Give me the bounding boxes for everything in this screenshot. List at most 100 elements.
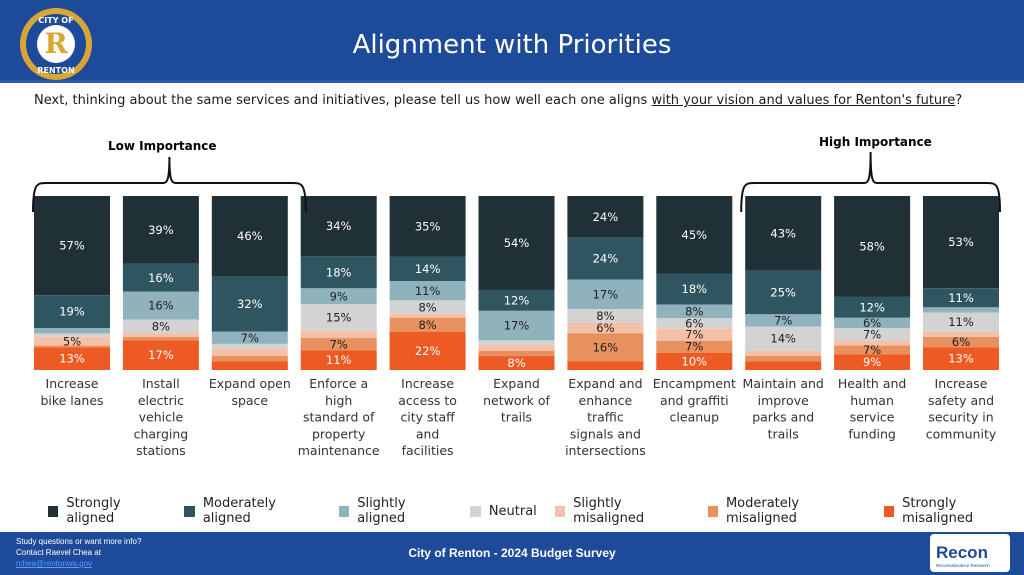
category-label-line: stations	[136, 443, 186, 458]
data-label: 10%	[682, 354, 708, 368]
category-label-line: space	[231, 393, 268, 408]
category-label: Increase safety and security in community	[926, 376, 997, 441]
data-label: 46%	[237, 229, 263, 243]
page-title: Alignment with Priorities	[352, 30, 672, 60]
legend-item: Slightly misaligned	[554, 496, 690, 526]
data-label: 6%	[596, 321, 614, 335]
bar-segment	[656, 304, 733, 319]
bar-segment	[745, 361, 822, 370]
data-label: 15%	[326, 311, 352, 325]
bar-segment	[923, 196, 999, 289]
bar-segment	[656, 352, 733, 370]
data-label: 53%	[948, 235, 974, 249]
category-label-line: funding	[848, 426, 896, 441]
category-label-line: Expand	[493, 376, 540, 391]
category-label-line: charging	[134, 426, 189, 441]
category-label-line: service	[850, 410, 895, 425]
category-label-line: parks and	[752, 410, 814, 425]
category-label: Expand and enhance traffic signals and inter…	[565, 376, 646, 458]
legend-label: Strongly misaligned	[902, 496, 974, 526]
bar-segment	[211, 196, 288, 277]
bar-segment	[300, 256, 377, 289]
category-label-line: signals and	[570, 426, 641, 441]
bar-segment	[745, 326, 822, 351]
data-label: 12%	[504, 293, 530, 307]
bar-segment	[656, 318, 733, 329]
legend-item: Strongly misaligned	[883, 496, 1024, 526]
legend-item: Neutral	[469, 496, 537, 526]
high-importance-label: High Importance	[819, 135, 932, 149]
bar-segment	[478, 345, 555, 351]
logo-top-text: CITY OF	[38, 16, 73, 25]
category-label-line: maintenance	[298, 443, 380, 458]
data-label: 35%	[415, 219, 441, 233]
data-label: 7%	[863, 343, 881, 357]
category-label-line: and graffiti	[660, 393, 729, 408]
data-label: 24%	[593, 210, 619, 224]
footer-email-link[interactable]: rchea@rentonwa.gov	[16, 559, 93, 568]
category-label-line: electric	[138, 393, 184, 408]
data-label: 5%	[63, 334, 81, 348]
bar-segment	[656, 196, 733, 274]
legend-swatch	[469, 505, 481, 517]
bar-segment	[834, 345, 911, 355]
data-label: 54%	[504, 236, 530, 250]
data-label: 45%	[682, 228, 708, 242]
data-label: 14%	[770, 332, 796, 346]
category-label-line: access to	[398, 393, 457, 408]
category-label-line: security in	[928, 410, 993, 425]
header-bar: R CITY OF RENTON Alignment with Prioriti…	[0, 0, 1024, 83]
bar-segment	[656, 340, 733, 353]
legend-swatch	[184, 505, 195, 517]
legend-label: Moderately aligned	[202, 496, 276, 526]
data-label: 25%	[770, 286, 796, 300]
data-label: 7%	[241, 331, 259, 345]
bar-segment	[745, 196, 822, 271]
legend-swatch	[707, 505, 718, 517]
bar-segment	[389, 317, 466, 332]
footer-line-1: Study questions or want more info?	[16, 537, 142, 546]
category-label-line: network of	[483, 393, 550, 408]
data-label: 39%	[148, 223, 174, 237]
data-label: 13%	[59, 352, 85, 366]
bar-segment	[211, 356, 288, 362]
category-label-line: Encampment	[653, 376, 736, 391]
category-label-line: Increase	[401, 376, 454, 391]
bar-segment	[923, 347, 999, 370]
category-label-line: intersections	[565, 443, 646, 458]
bar-segment	[478, 350, 555, 357]
bar-segment	[122, 333, 199, 337]
category-label-line: vehicle	[139, 410, 184, 425]
bar-segment	[567, 279, 644, 310]
bar-segment	[478, 340, 555, 346]
legend-label: Slightly misaligned	[573, 496, 645, 526]
bar-segment	[389, 196, 466, 257]
bar-segment	[478, 196, 555, 290]
logo-letter: R	[44, 27, 68, 60]
bar-segment	[34, 196, 110, 296]
legend-swatch	[883, 505, 895, 517]
bar-segment	[389, 281, 466, 301]
bar-segment	[834, 296, 911, 318]
bar-segment	[478, 289, 555, 311]
category-label: Increase bike lanes	[40, 376, 103, 408]
category-label-line: Health and	[838, 376, 907, 391]
data-label: 17%	[504, 319, 530, 333]
bar-segment	[300, 330, 377, 339]
bar-segment	[34, 333, 110, 337]
bar-segment	[211, 343, 288, 350]
category-label-line: standard of	[303, 410, 375, 425]
legend-item: Moderately misaligned	[707, 496, 866, 526]
bar-segment	[300, 304, 377, 331]
data-label: 7%	[685, 340, 703, 354]
data-label: 13%	[948, 352, 974, 366]
legend-swatch	[554, 505, 566, 517]
data-label: 8%	[418, 318, 436, 332]
data-label: 8%	[152, 320, 170, 334]
data-label: 11%	[415, 284, 441, 298]
data-label: 11%	[948, 291, 974, 305]
bar-segment	[834, 340, 911, 346]
city-of-renton-logo: R CITY OF RENTON	[20, 8, 92, 80]
data-label: 8%	[596, 309, 614, 323]
question-prefix: Next, thinking about the same services a…	[34, 93, 652, 108]
